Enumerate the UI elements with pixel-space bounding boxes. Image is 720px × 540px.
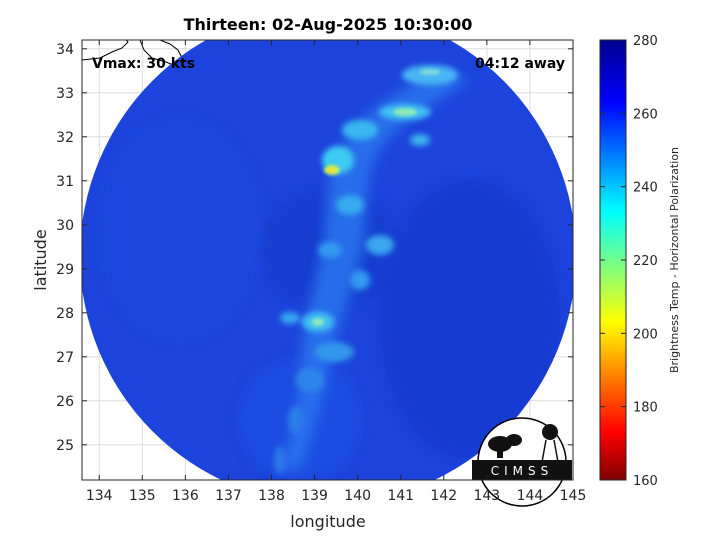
y-axis-label: latitude xyxy=(31,229,50,290)
x-tick-label: 138 xyxy=(258,488,285,504)
x-tick-label: 142 xyxy=(430,488,457,504)
x-tick-label: 134 xyxy=(86,488,113,504)
swath-image xyxy=(82,40,573,480)
figure-title: Thirteen: 02-Aug-2025 10:30:00 xyxy=(184,15,473,34)
y-tick-label: 27 xyxy=(56,350,74,366)
colorbar-tick-label: 280 xyxy=(633,34,658,49)
y-tick-label: 30 xyxy=(56,218,74,234)
colorbar-tick-label: 200 xyxy=(633,327,658,342)
colorbar-label: Brightness Temp - Horizontal Polarizatio… xyxy=(668,147,681,373)
x-tick-label: 137 xyxy=(215,488,242,504)
x-tick-label: 143 xyxy=(473,488,500,504)
x-tick-label: 141 xyxy=(387,488,414,504)
y-tick-label: 33 xyxy=(56,86,74,102)
cimss-logo: CIMSS xyxy=(472,417,572,507)
axes-box xyxy=(81,39,574,481)
colorbar-tick-label: 220 xyxy=(633,254,658,269)
y-tick-label: 26 xyxy=(56,394,74,410)
y-tick-label: 25 xyxy=(56,438,74,454)
logo-text: CIMSS xyxy=(491,464,554,478)
colorbar-tick-label: 180 xyxy=(633,401,658,416)
y-axis: 25 26 27 28 29 30 31 32 33 34 xyxy=(56,42,573,454)
x-tick-label: 136 xyxy=(172,488,199,504)
colorbar-ticks: 160 180 200 220 240 260 280 xyxy=(600,34,658,489)
x-axis: 134 135 136 137 138 139 140 141 142 143 144 145 xyxy=(86,40,587,504)
x-tick-label: 135 xyxy=(129,488,156,504)
colorbar-tick-label: 260 xyxy=(633,107,658,122)
plot-area: CIMSS Vmax: 30 kts 04:12 away 134 135 136 1… xyxy=(56,39,587,507)
colorbar: 160 180 200 220 240 260 280 Brightness Temp - … xyxy=(599,34,681,489)
x-axis-label: longitude xyxy=(290,512,365,531)
x-tick-label: 144 xyxy=(517,488,544,504)
x-tick-label: 140 xyxy=(344,488,371,504)
y-tick-label: 29 xyxy=(56,262,74,278)
x-tick-label: 145 xyxy=(560,488,587,504)
colorbar-tick-label: 240 xyxy=(633,181,658,196)
vmax-label: Vmax: 30 kts xyxy=(92,56,195,72)
y-tick-label: 34 xyxy=(56,42,74,58)
time-away-label: 04:12 away xyxy=(475,56,565,72)
y-tick-label: 32 xyxy=(56,130,74,146)
colorbar-tick-label: 160 xyxy=(633,474,658,489)
x-tick-label: 139 xyxy=(301,488,328,504)
y-tick-label: 31 xyxy=(56,174,74,190)
y-tick-label: 28 xyxy=(56,306,74,322)
